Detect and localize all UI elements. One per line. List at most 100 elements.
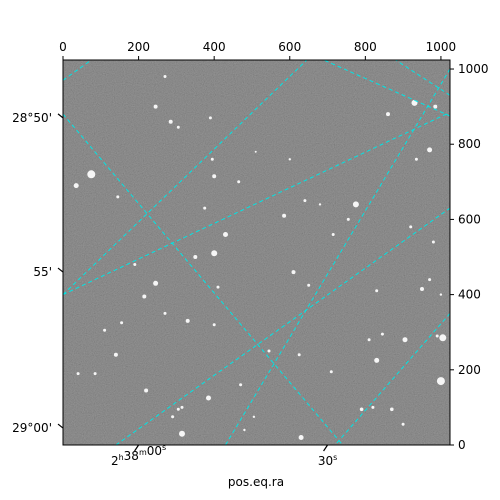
right-tick-label: 400 <box>458 288 481 302</box>
plot-frame <box>62 59 451 446</box>
dec-tick-mark <box>57 267 64 273</box>
right-tick-label: 600 <box>458 212 481 226</box>
star-point <box>282 213 287 218</box>
star-point <box>352 201 359 208</box>
star-point <box>76 372 80 376</box>
coordinate-grid <box>63 60 450 445</box>
star-point <box>203 206 207 210</box>
left-dec-axis: 28°50' 55' 29°00' <box>12 111 64 435</box>
star-point <box>168 119 173 124</box>
star-point <box>211 250 218 257</box>
star-point <box>176 125 180 129</box>
grid-line <box>225 68 450 445</box>
star-point <box>375 289 379 293</box>
grid-line <box>63 111 450 296</box>
star-point <box>386 112 390 117</box>
star-point <box>439 293 443 296</box>
star-point <box>367 338 371 342</box>
star-point <box>179 430 185 437</box>
star-point <box>153 104 158 109</box>
star-point <box>116 195 120 199</box>
ra-tick-mark <box>134 444 140 452</box>
star-point <box>329 370 333 374</box>
star-point <box>142 294 147 299</box>
dec-tick-label: 29°00' <box>12 421 52 435</box>
star-point <box>331 233 335 236</box>
star-point <box>208 116 212 120</box>
dec-tick-mark <box>57 113 64 119</box>
star-point <box>307 283 311 287</box>
dec-tick-label: 28°50' <box>12 111 52 125</box>
star-point <box>176 407 180 411</box>
star-point <box>380 332 384 336</box>
star-point <box>103 328 107 332</box>
ra-tick-label: 2h38m00s <box>111 443 166 468</box>
star-point <box>212 323 216 327</box>
star-point <box>288 158 291 161</box>
star-point <box>185 318 190 323</box>
star-point <box>318 203 322 206</box>
top-tick-label: 1000 <box>426 40 457 54</box>
star-point <box>193 255 198 259</box>
star-point <box>144 388 149 393</box>
star-point <box>420 287 424 291</box>
star-point <box>133 263 137 266</box>
right-tick-label: 0 <box>458 438 466 452</box>
star-point <box>297 353 301 357</box>
star-point <box>303 199 307 203</box>
dec-tick-label: 55' <box>33 265 52 279</box>
grid-line <box>63 113 344 445</box>
ra-tick-mark <box>323 444 329 452</box>
image-plot-area <box>62 59 451 446</box>
grid-line <box>395 60 450 96</box>
right-tick-label: 200 <box>458 363 481 377</box>
x-axis-title: pos.eq.ra <box>228 475 284 489</box>
grid-line <box>115 207 450 445</box>
star-point <box>73 183 79 189</box>
grid-line <box>323 60 450 117</box>
star-point <box>427 147 433 153</box>
star-point <box>435 334 439 338</box>
bottom-ra-axis: 2h38m00s 30s <box>111 443 337 468</box>
star-point <box>206 395 211 401</box>
top-tick-label: 400 <box>203 40 226 54</box>
right-pixel-axis: 0 200 400 600 800 1000 <box>450 62 489 452</box>
star-point <box>243 428 246 432</box>
star-point <box>180 405 184 409</box>
stars-layer <box>73 75 447 440</box>
star-point <box>346 217 350 221</box>
star-point <box>252 415 256 418</box>
star-point <box>439 334 447 342</box>
star-point <box>216 285 220 289</box>
star-point <box>428 278 432 282</box>
star-point <box>291 270 296 275</box>
top-pixel-axis: 0 200 400 600 800 1000 <box>59 40 456 60</box>
ra-tick-label: 30s <box>318 453 337 468</box>
star-point <box>153 280 159 286</box>
top-tick-label: 0 <box>59 40 67 54</box>
star-point <box>374 357 380 363</box>
star-point <box>163 311 167 315</box>
star-point <box>171 415 175 419</box>
star-point <box>239 383 243 387</box>
image-noise <box>63 60 450 445</box>
star-point <box>431 240 435 244</box>
star-point <box>93 372 97 376</box>
star-point <box>436 377 445 386</box>
star-point <box>113 352 118 357</box>
star-point <box>433 104 438 109</box>
star-point <box>254 150 257 153</box>
top-tick-label: 600 <box>278 40 301 54</box>
star-point <box>402 337 408 343</box>
grid-line <box>334 313 450 445</box>
star-point <box>409 225 413 229</box>
star-point <box>237 180 241 184</box>
right-tick-label: 1000 <box>458 62 489 76</box>
dec-tick-mark <box>57 423 64 429</box>
grid-line <box>63 60 308 295</box>
star-point <box>414 157 418 161</box>
star-point <box>223 232 228 237</box>
star-point <box>298 435 304 440</box>
star-point <box>371 405 375 409</box>
